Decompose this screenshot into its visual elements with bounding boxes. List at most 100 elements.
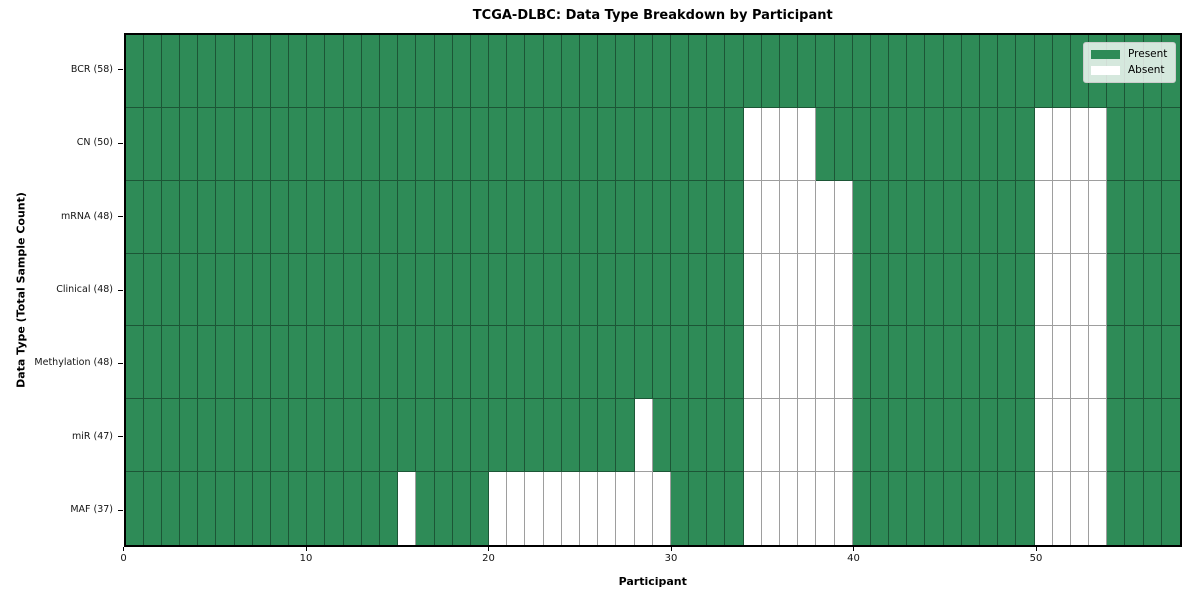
heatmap-cell [416, 472, 435, 545]
heatmap-cell [907, 35, 926, 108]
heatmap-cell [1034, 180, 1053, 254]
y-tick-mark [117, 142, 123, 144]
legend-label-present: Present [1128, 48, 1168, 60]
x-tick-label-50: 50 [1029, 553, 1043, 564]
heatmap-cell [852, 472, 871, 545]
heatmap-cell [870, 35, 890, 108]
heatmap-cell [452, 35, 471, 108]
heatmap-cell [489, 472, 508, 545]
heatmap-cell [1143, 180, 1162, 254]
heatmap-cell [1107, 326, 1126, 400]
heatmap-cell [525, 253, 544, 327]
heatmap-cell [252, 326, 271, 400]
heatmap-cell [998, 180, 1017, 254]
heatmap-cell [1016, 472, 1035, 545]
heatmap-cell [1125, 472, 1144, 545]
heatmap-cell [380, 253, 399, 327]
heatmap-cell [943, 253, 962, 327]
heatmap-cell [852, 180, 871, 254]
heatmap-cell [616, 180, 635, 254]
heatmap-cell [1161, 326, 1180, 400]
x-tick-label-0: 0 [120, 553, 127, 564]
heatmap-cell [289, 326, 308, 400]
heatmap-cell [252, 253, 271, 327]
heatmap-cell [580, 472, 599, 545]
heatmap-cell [270, 107, 290, 181]
heatmap-cell [889, 107, 908, 181]
heatmap-cell [1143, 326, 1162, 400]
heatmap-cell [180, 399, 199, 473]
y-tick-mark [117, 362, 123, 364]
heatmap-cell [761, 107, 781, 181]
heatmap-cell [561, 472, 581, 545]
heatmap-cell [998, 35, 1017, 108]
heatmap-cell [252, 472, 271, 545]
heatmap-cell [143, 35, 162, 108]
heatmap-cell [561, 180, 581, 254]
heatmap-cell [925, 107, 944, 181]
heatmap-cell [670, 472, 690, 545]
heatmap-cell [234, 326, 253, 400]
present-swatch-icon [1091, 50, 1120, 59]
x-tick-label-40: 40 [847, 553, 860, 564]
heatmap-row-Methylation [125, 326, 1181, 400]
heatmap-cell [380, 399, 399, 473]
heatmap-cell [580, 326, 599, 400]
heatmap-cell [980, 35, 999, 108]
heatmap-cell [361, 35, 381, 108]
y-tick-mark [117, 436, 123, 438]
heatmap-cell [961, 180, 980, 254]
heatmap-cell [216, 35, 235, 108]
heatmap-cell [743, 35, 762, 108]
heatmap-cell [398, 399, 417, 473]
heatmap-cell [689, 399, 708, 473]
heatmap-cell [525, 107, 544, 181]
heatmap-cell [1016, 180, 1035, 254]
heatmap-cell [634, 326, 653, 400]
heatmap-cell [598, 399, 617, 473]
heatmap-cell [943, 180, 962, 254]
heatmap-cell [598, 107, 617, 181]
heatmap-cell [489, 399, 508, 473]
heatmap-cell [161, 35, 181, 108]
heatmap-cell [489, 35, 508, 108]
heatmap-cell [580, 35, 599, 108]
heatmap-cell [125, 326, 144, 400]
heatmap-cell [289, 107, 308, 181]
heatmap-cell [1070, 253, 1090, 327]
heatmap-cell [398, 35, 417, 108]
heatmap-cell [670, 107, 690, 181]
heatmap-cell [361, 253, 381, 327]
heatmap-cell [670, 399, 690, 473]
heatmap-cell [761, 472, 781, 545]
heatmap-cell [1107, 253, 1126, 327]
heatmap-cell [1143, 107, 1162, 181]
heatmap-cell [1161, 253, 1180, 327]
heatmap-cell [307, 326, 326, 400]
heatmap-cell [580, 180, 599, 254]
heatmap-cell [1125, 253, 1144, 327]
heatmap-cell [507, 107, 526, 181]
heatmap-row-BCR [125, 35, 1181, 108]
heatmap-cell [1125, 326, 1144, 400]
heatmap-cell [343, 326, 362, 400]
heatmap-cell [380, 107, 399, 181]
heatmap-cell [198, 472, 217, 545]
heatmap-cell [834, 107, 853, 181]
heatmap-cell [1070, 107, 1090, 181]
heatmap-cell [870, 326, 890, 400]
heatmap-cell [907, 472, 926, 545]
heatmap-cell [416, 35, 435, 108]
heatmap-cell [889, 326, 908, 400]
x-tick-label-20: 20 [482, 553, 495, 564]
heatmap-cell [980, 253, 999, 327]
heatmap-cell [816, 326, 835, 400]
heatmap-cell [325, 180, 344, 254]
heatmap-cell [725, 253, 744, 327]
heatmap-cell [761, 399, 781, 473]
heatmap-cell [1143, 472, 1162, 545]
heatmap-cell [289, 399, 308, 473]
heatmap-cell [743, 107, 762, 181]
heatmap-cell [616, 35, 635, 108]
heatmap-cell [1089, 107, 1108, 181]
